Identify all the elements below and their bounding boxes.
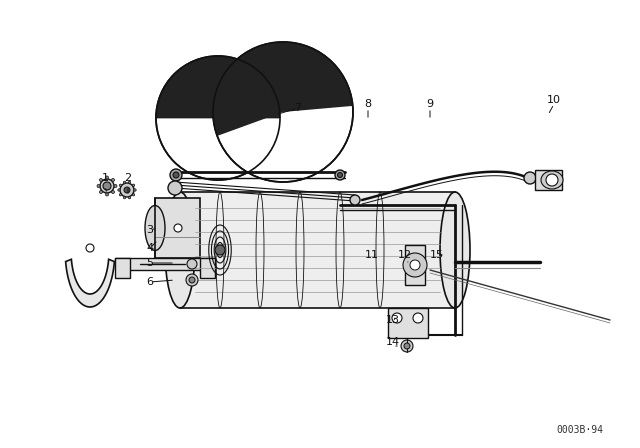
Circle shape	[124, 196, 125, 199]
Circle shape	[524, 172, 536, 184]
Circle shape	[124, 187, 130, 193]
Polygon shape	[66, 259, 115, 307]
Circle shape	[128, 181, 131, 184]
Ellipse shape	[165, 192, 195, 308]
Wedge shape	[213, 42, 353, 136]
Text: 7: 7	[294, 103, 301, 113]
Circle shape	[546, 174, 558, 186]
Circle shape	[106, 176, 109, 179]
Circle shape	[118, 189, 120, 191]
Circle shape	[132, 194, 134, 196]
Text: 11: 11	[365, 250, 379, 260]
Circle shape	[350, 195, 360, 205]
Circle shape	[132, 184, 134, 186]
Circle shape	[187, 259, 197, 269]
Circle shape	[174, 224, 182, 232]
Circle shape	[186, 274, 198, 286]
Circle shape	[335, 170, 345, 180]
Circle shape	[168, 181, 182, 195]
Circle shape	[189, 277, 195, 283]
Circle shape	[86, 244, 94, 252]
Polygon shape	[535, 170, 562, 190]
Circle shape	[120, 183, 134, 197]
Text: 10: 10	[547, 95, 561, 105]
Text: 13: 13	[386, 315, 400, 325]
Circle shape	[99, 190, 102, 194]
Ellipse shape	[541, 171, 563, 189]
Polygon shape	[155, 198, 200, 258]
Circle shape	[100, 179, 114, 193]
Text: 3: 3	[147, 225, 154, 235]
Circle shape	[111, 190, 115, 194]
Circle shape	[215, 245, 225, 255]
Ellipse shape	[440, 192, 470, 308]
Circle shape	[103, 182, 111, 190]
Circle shape	[119, 184, 122, 186]
Text: 15: 15	[430, 250, 444, 260]
Circle shape	[403, 253, 427, 277]
Circle shape	[170, 169, 182, 181]
Text: 2: 2	[124, 173, 132, 183]
Circle shape	[213, 42, 353, 182]
Text: 9: 9	[426, 99, 433, 109]
Text: 1: 1	[102, 173, 109, 183]
Circle shape	[128, 196, 131, 199]
Circle shape	[106, 193, 109, 196]
Text: 8: 8	[364, 99, 372, 109]
Circle shape	[119, 194, 122, 196]
Circle shape	[413, 313, 423, 323]
Circle shape	[410, 260, 420, 270]
Circle shape	[337, 172, 342, 177]
Polygon shape	[180, 192, 455, 308]
Circle shape	[134, 189, 136, 191]
Polygon shape	[388, 308, 428, 338]
Circle shape	[156, 56, 280, 180]
Text: 12: 12	[398, 250, 412, 260]
Circle shape	[404, 343, 410, 349]
Ellipse shape	[145, 206, 165, 250]
Polygon shape	[200, 258, 215, 278]
Text: 14: 14	[386, 337, 400, 347]
Circle shape	[97, 185, 100, 188]
Text: 6: 6	[147, 277, 154, 287]
Polygon shape	[405, 245, 425, 285]
Circle shape	[111, 178, 115, 181]
Circle shape	[392, 313, 402, 323]
Circle shape	[173, 172, 179, 178]
Wedge shape	[156, 56, 280, 118]
Polygon shape	[115, 258, 130, 278]
Circle shape	[401, 340, 413, 352]
Circle shape	[124, 181, 125, 184]
Text: 4: 4	[147, 243, 154, 253]
Text: 0003B·94: 0003B·94	[557, 425, 604, 435]
Circle shape	[99, 178, 102, 181]
Text: 5: 5	[147, 258, 154, 268]
Polygon shape	[115, 258, 215, 270]
Circle shape	[114, 185, 117, 188]
